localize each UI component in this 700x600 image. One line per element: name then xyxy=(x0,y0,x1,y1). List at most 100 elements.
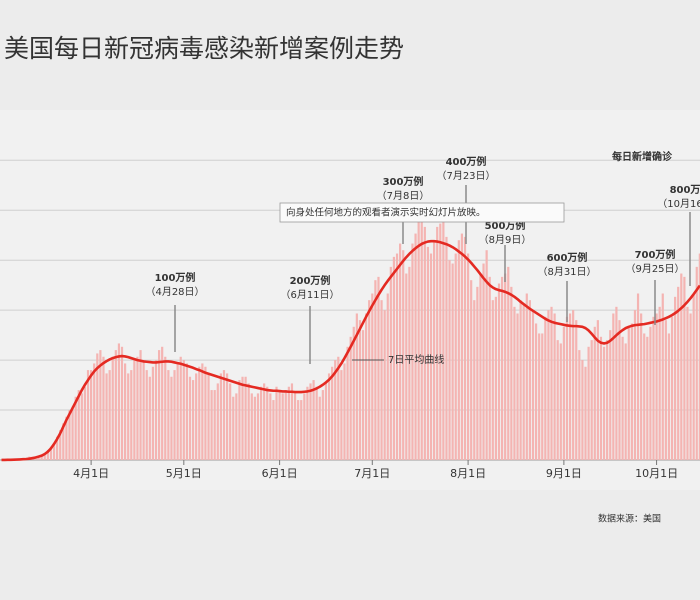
bar xyxy=(423,226,426,460)
bar xyxy=(670,316,674,460)
bar xyxy=(284,390,287,460)
bar xyxy=(562,326,565,460)
bar xyxy=(559,343,562,460)
bar xyxy=(312,380,315,460)
x-tick-label: 6月1日 xyxy=(262,467,298,480)
bar xyxy=(525,293,528,460)
bar xyxy=(633,310,637,460)
lines xyxy=(1,239,700,462)
annotation-label: 400万例 xyxy=(446,155,487,168)
bar xyxy=(630,323,633,460)
source: 数据来源：美国 xyxy=(598,513,661,525)
bar xyxy=(463,236,467,460)
annotation-date: （6月11日） xyxy=(280,289,339,301)
bar xyxy=(309,383,312,460)
bar xyxy=(609,330,612,460)
bar xyxy=(154,360,158,460)
bar xyxy=(399,243,402,460)
bar xyxy=(368,300,371,460)
annotation-label: 800万例 xyxy=(670,183,700,196)
bar xyxy=(80,393,83,460)
x-tick-label: 7月1日 xyxy=(354,467,390,480)
bar xyxy=(553,313,556,460)
bar xyxy=(207,373,210,460)
bar xyxy=(269,393,272,460)
bar xyxy=(516,313,519,460)
bar xyxy=(219,373,222,460)
bar xyxy=(188,376,192,460)
bar xyxy=(142,360,145,460)
bar xyxy=(99,350,102,460)
bar xyxy=(253,396,256,460)
bar xyxy=(439,223,442,460)
bar xyxy=(102,356,105,460)
x-tick-label: 5月1日 xyxy=(166,467,202,480)
bar xyxy=(238,380,241,460)
bar xyxy=(281,393,284,460)
bar xyxy=(377,276,380,460)
bar xyxy=(664,320,667,460)
bar xyxy=(210,390,213,460)
bar xyxy=(596,320,599,460)
bar xyxy=(479,273,482,460)
bar xyxy=(531,310,535,460)
bar xyxy=(405,273,408,460)
annotation-label: 200万例 xyxy=(290,274,331,287)
x-tick-label: 4月1日 xyxy=(73,467,109,480)
bar xyxy=(636,293,640,460)
bar xyxy=(229,383,232,460)
bar xyxy=(173,370,176,460)
bar xyxy=(491,300,494,460)
bar xyxy=(40,456,43,460)
bar xyxy=(256,393,260,460)
bar xyxy=(528,300,531,460)
bar xyxy=(346,346,349,460)
bar xyxy=(216,383,219,460)
bar xyxy=(315,386,318,460)
bar xyxy=(201,363,204,460)
bar xyxy=(621,336,624,460)
bar xyxy=(222,370,226,460)
bar xyxy=(448,260,451,460)
annotation-date: （7月8日） xyxy=(377,190,430,202)
bar xyxy=(139,350,142,460)
bar xyxy=(470,280,473,460)
bar xyxy=(426,246,430,460)
bar xyxy=(655,313,658,460)
bar xyxy=(77,390,80,460)
bar xyxy=(358,320,362,460)
bar xyxy=(433,240,436,460)
bar xyxy=(278,390,281,460)
bar xyxy=(65,416,68,460)
bar xyxy=(460,233,464,460)
bar xyxy=(334,360,337,460)
bar xyxy=(658,306,661,460)
bar xyxy=(451,263,454,460)
bar xyxy=(606,340,609,460)
bar xyxy=(90,370,93,460)
bar xyxy=(538,333,541,460)
bar xyxy=(389,266,392,460)
bar xyxy=(652,316,655,460)
bar xyxy=(105,373,108,460)
bar xyxy=(37,456,40,460)
annotation-label: 300万例 xyxy=(383,175,424,188)
bar xyxy=(71,406,74,460)
bar xyxy=(62,423,65,460)
x-tick-label: 10月1日 xyxy=(635,467,678,480)
bar xyxy=(565,316,569,460)
bar xyxy=(380,300,383,460)
bar xyxy=(544,316,547,460)
bar xyxy=(507,266,510,460)
bar xyxy=(148,376,151,460)
bar xyxy=(349,336,352,460)
bar xyxy=(145,370,148,460)
bar xyxy=(510,286,513,460)
bar xyxy=(56,436,59,460)
bar xyxy=(235,393,238,460)
x-tick-label: 9月1日 xyxy=(546,467,582,480)
bar xyxy=(83,386,87,460)
bar xyxy=(374,280,377,460)
bar xyxy=(476,286,479,460)
